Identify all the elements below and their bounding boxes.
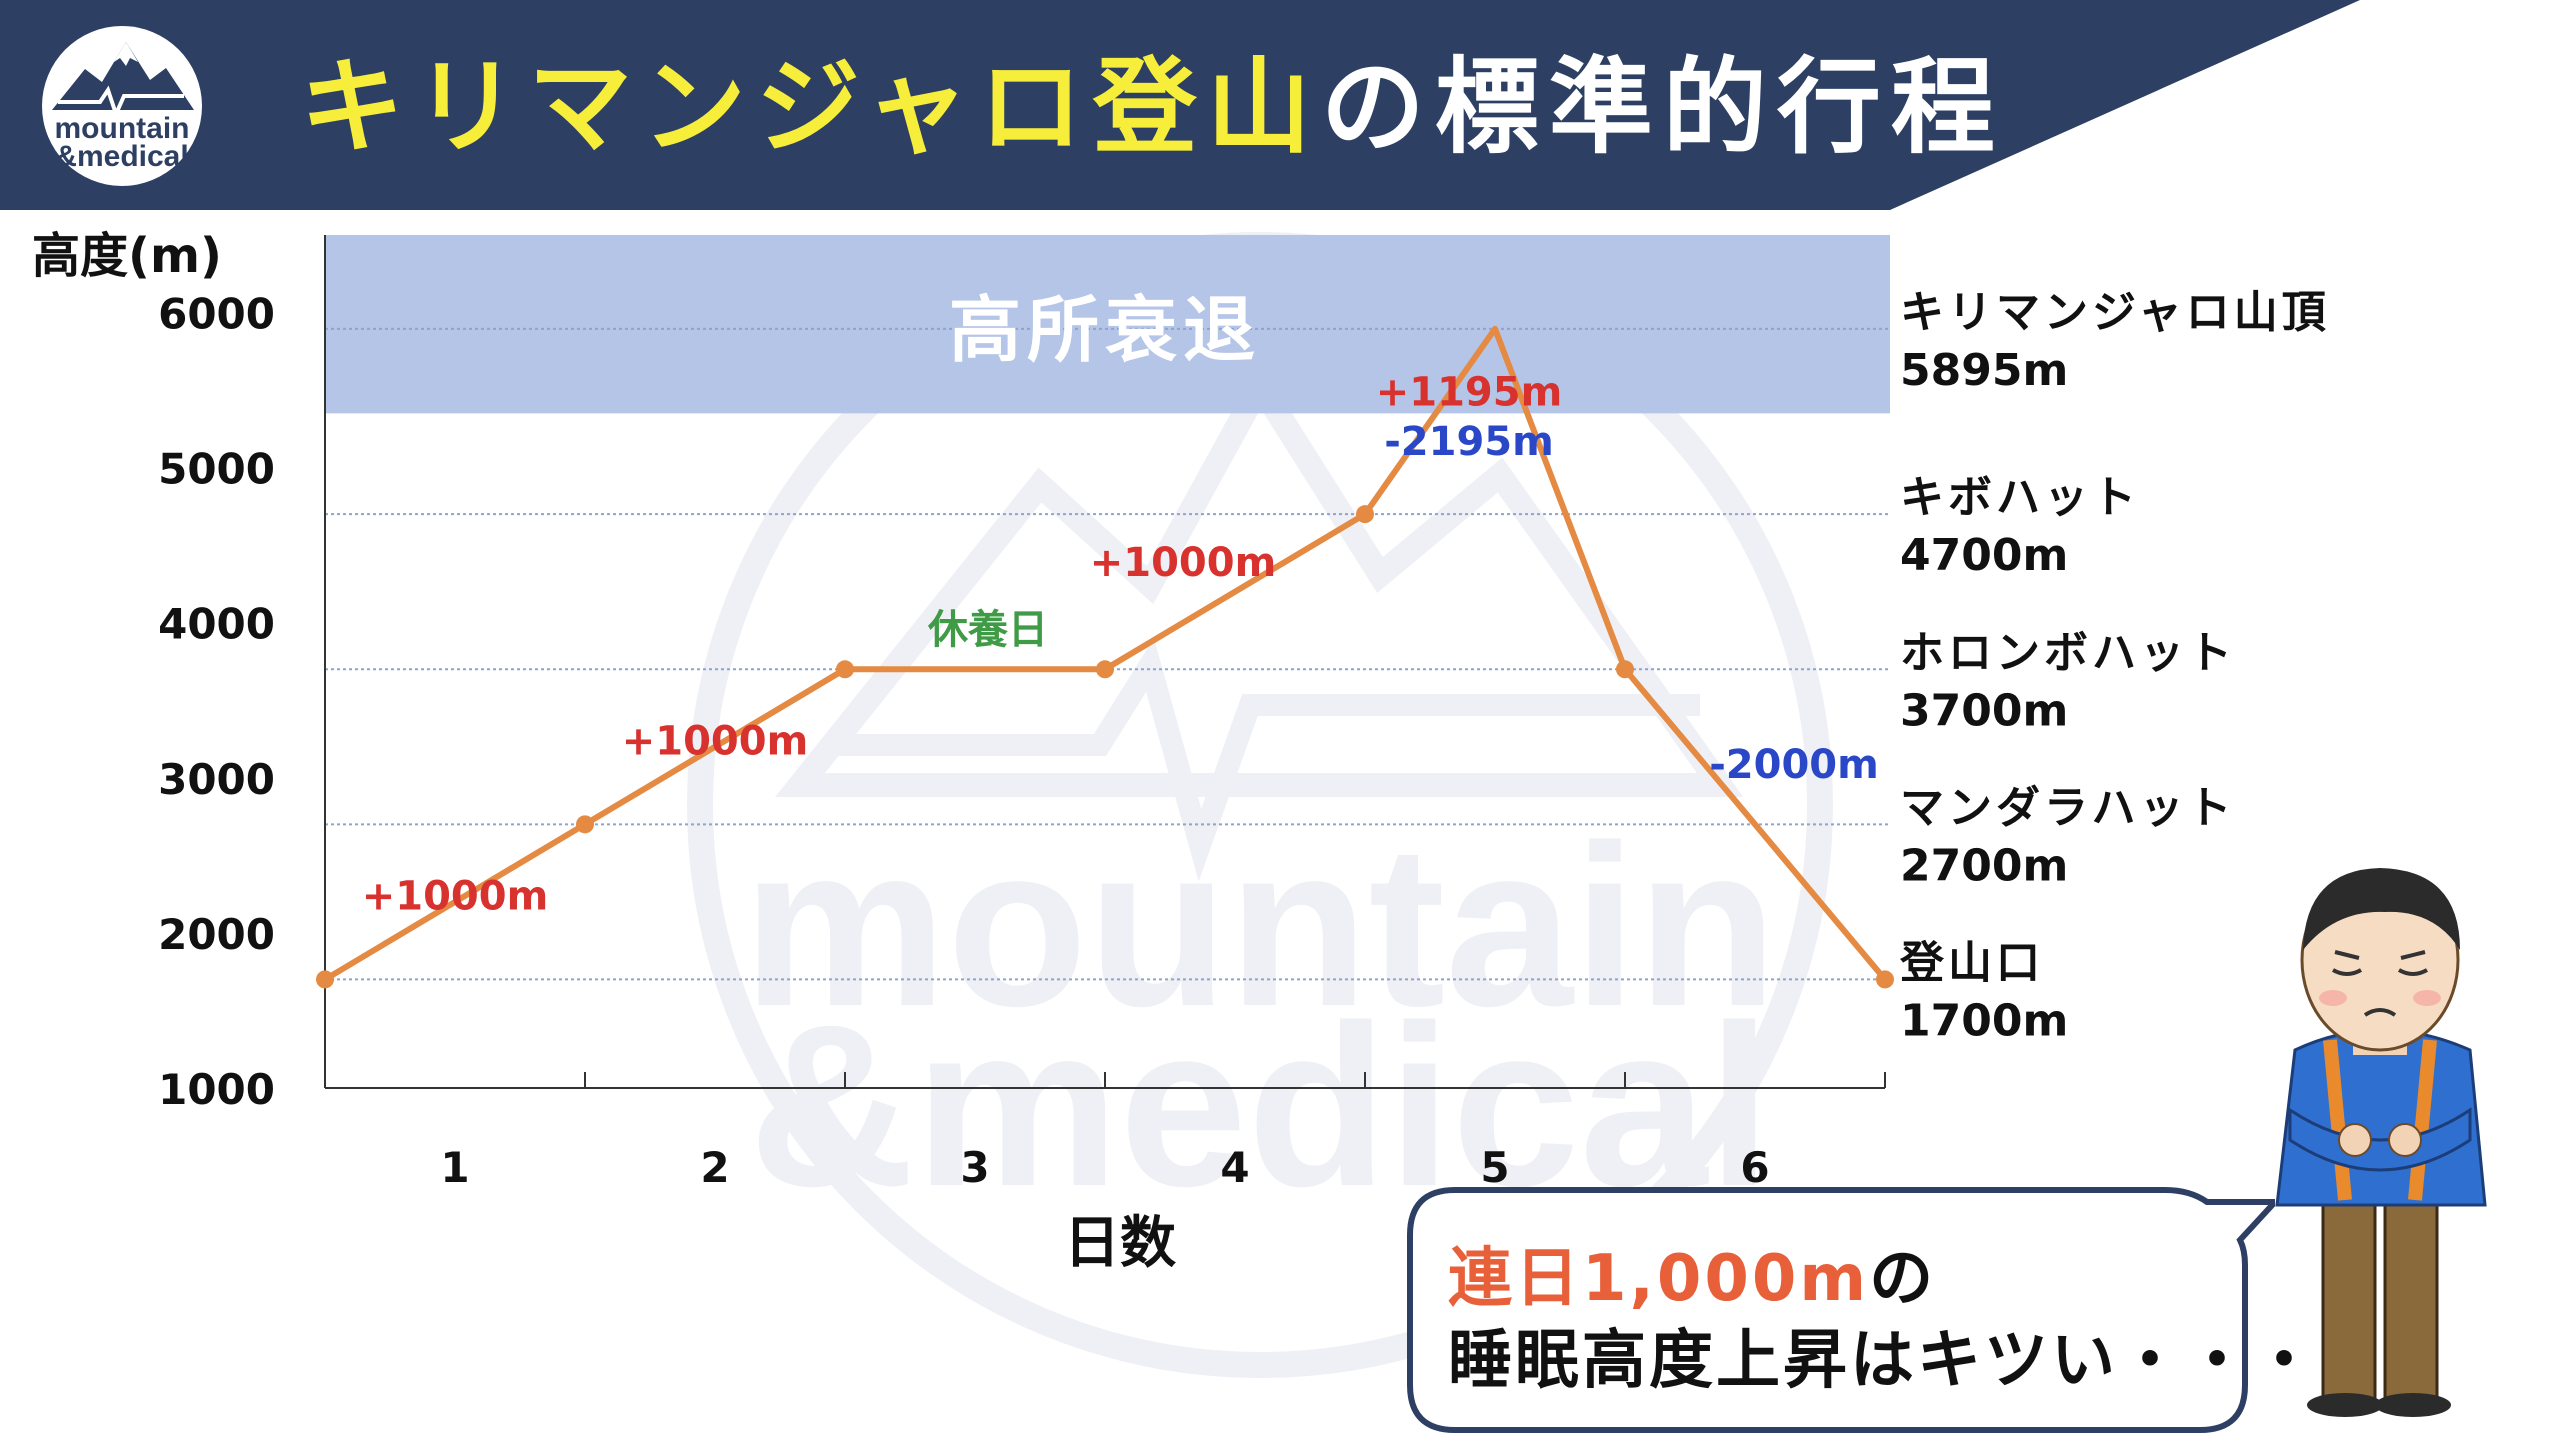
- tired-climber-illustration: [2275, 868, 2487, 1417]
- page-title: キリマンジャロ登山の標準的行程: [300, 42, 2005, 172]
- x-axis-title: 日数: [1064, 1211, 1176, 1276]
- segment-label: +1000m: [622, 719, 809, 765]
- x-tick-label: 2: [700, 1143, 729, 1192]
- segment-label: +1000m: [362, 874, 549, 920]
- x-tick-label: 6: [1740, 1143, 1769, 1192]
- logo-line2: &medical: [55, 140, 188, 173]
- data-point: [1356, 505, 1374, 524]
- bubble-highlight: 連日1,000m: [1448, 1242, 1870, 1316]
- reference-name: マンダラハット: [1900, 782, 2236, 833]
- data-point: [576, 815, 594, 834]
- watermark-line1: mountain: [743, 797, 1778, 1054]
- mountain-medical-logo: mountain &medical: [34, 18, 210, 194]
- segment-label: +1195m: [1376, 370, 1563, 416]
- segment-label: -2000m: [1709, 742, 1879, 788]
- header-banner: [0, 0, 2360, 210]
- data-point: [836, 660, 854, 679]
- reference-name: 登山口: [1899, 937, 2044, 988]
- logo-line1: mountain: [55, 112, 190, 145]
- y-tick-label: 4000: [158, 600, 275, 649]
- title-highlight: キリマンジャロ登山: [300, 46, 1321, 168]
- data-point: [1096, 660, 1114, 679]
- x-tick-label: 3: [960, 1143, 989, 1192]
- reference-value: 1700m: [1900, 995, 2068, 1046]
- segment-label: 休養日: [927, 607, 1048, 653]
- reference-name: キリマンジャロ山頂: [1900, 287, 2330, 338]
- reference-value: 2700m: [1900, 840, 2068, 891]
- segment-label: +1000m: [1090, 540, 1277, 586]
- reference-value: 4700m: [1900, 530, 2068, 581]
- data-point: [1616, 660, 1634, 679]
- data-point: [316, 970, 334, 989]
- bubble-line2: 睡眠高度上昇はキツい・・・: [1448, 1324, 2319, 1398]
- zone-label: 高所衰退: [949, 288, 1261, 372]
- y-tick-label: 1000: [158, 1065, 275, 1114]
- altitude-line: [323, 325, 1888, 983]
- x-tick-label: 4: [1220, 1143, 1249, 1192]
- y-tick-label: 6000: [158, 290, 275, 339]
- y-tick-label: 2000: [158, 910, 275, 959]
- y-axis-title: 高度(m): [32, 228, 222, 284]
- speech-bubble: [1407, 1187, 2275, 1433]
- reference-value: 3700m: [1900, 685, 2068, 736]
- high-altitude-zone: [325, 235, 1890, 414]
- bubble-line1-rest: の: [1869, 1242, 1937, 1316]
- reference-value: 5895m: [1900, 345, 2068, 396]
- reference-name: ホロンボハット: [1900, 627, 2236, 678]
- y-tick-label: 5000: [158, 445, 275, 494]
- segment-label: -2195m: [1384, 419, 1554, 465]
- title-rest: の標準的行程: [1320, 46, 2005, 168]
- reference-name: キボハット: [1900, 472, 2140, 523]
- data-point: [1876, 970, 1894, 989]
- y-tick-label: 3000: [158, 755, 275, 804]
- x-tick-label: 5: [1480, 1143, 1509, 1192]
- bubble-text: 連日1,000mの 睡眠高度上昇はキツい・・・: [1448, 1238, 2319, 1402]
- x-tick-label: 1: [440, 1143, 469, 1192]
